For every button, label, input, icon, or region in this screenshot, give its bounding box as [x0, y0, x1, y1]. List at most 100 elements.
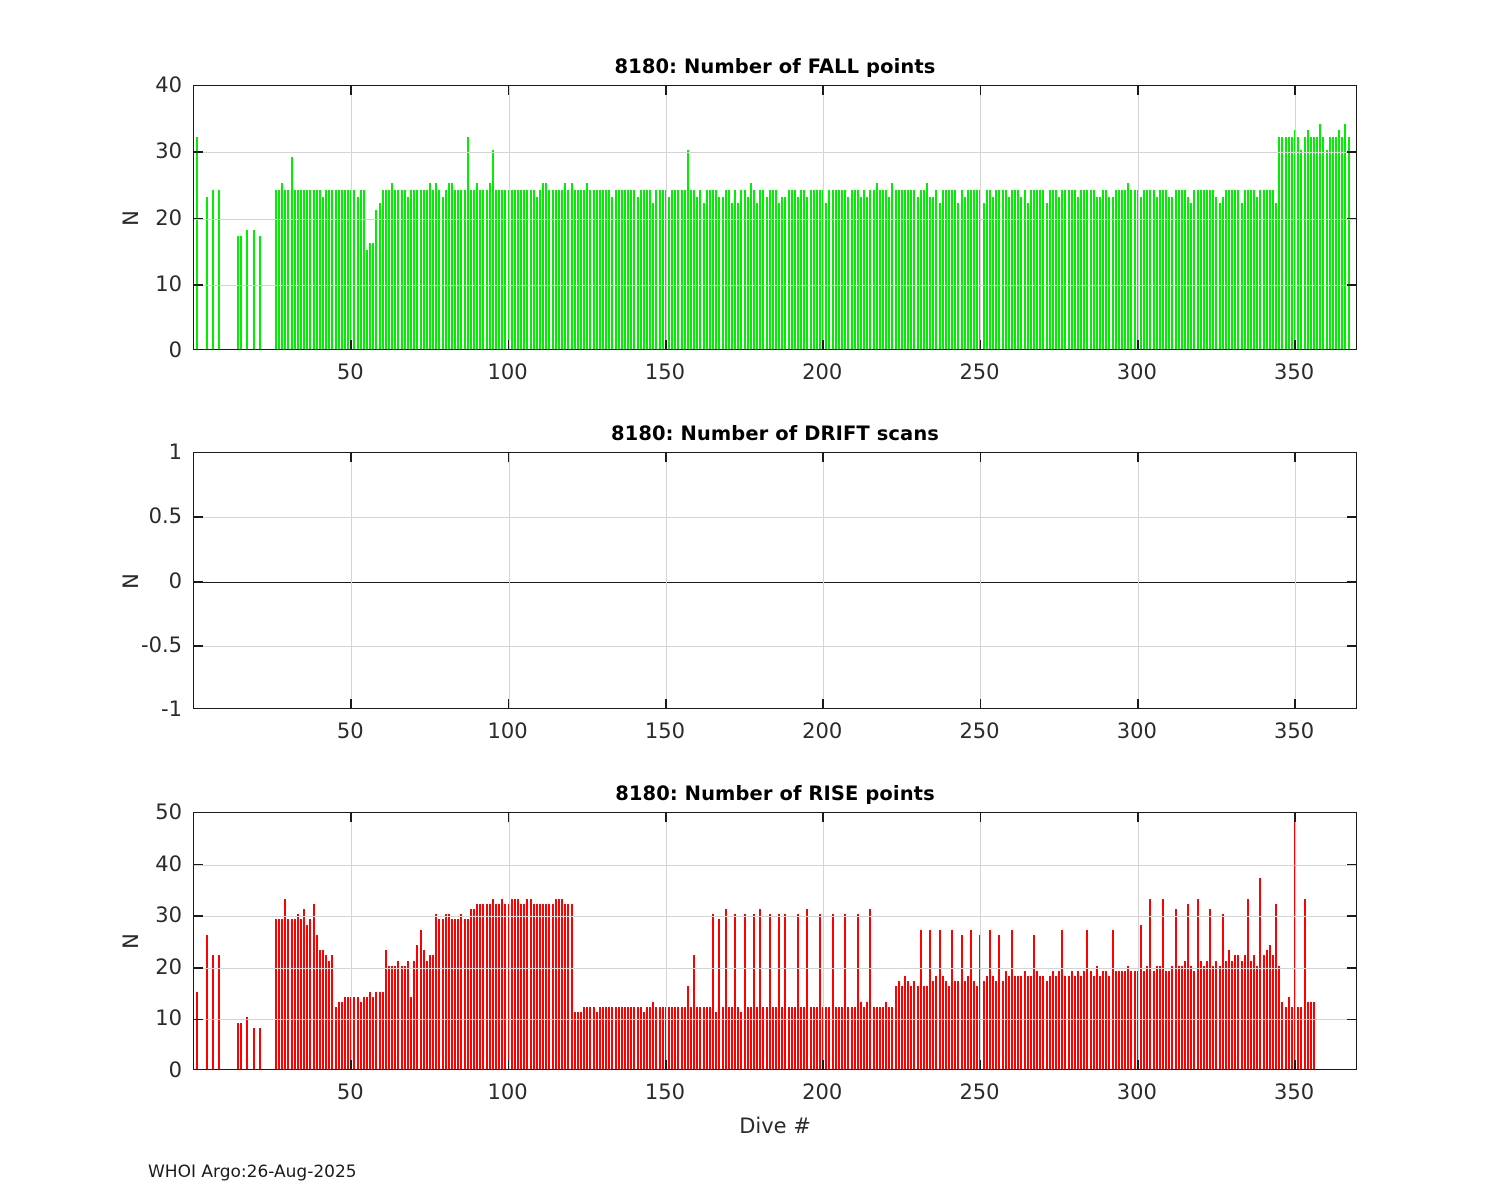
bar: [1073, 976, 1076, 1069]
bar: [686, 986, 689, 1069]
bar: [948, 190, 951, 349]
y-axis-tick: [1347, 580, 1356, 583]
x-axis-tick: [979, 86, 982, 95]
bar: [510, 190, 513, 349]
bar: [674, 190, 677, 349]
bar: [712, 914, 715, 1069]
bar: [394, 190, 397, 349]
bar: [586, 1007, 589, 1069]
bar: [935, 976, 938, 1069]
bar: [513, 898, 516, 1069]
y-axis-tick: [1347, 915, 1356, 917]
bar: [727, 1007, 730, 1069]
x-axis-tick: [979, 453, 982, 462]
panel-rise: 8180: Number of RISE points N Dive # 0 10…: [119, 782, 1357, 1138]
bar: [299, 190, 302, 349]
bar: [929, 196, 932, 349]
bar: [1007, 976, 1010, 1069]
bar: [570, 183, 573, 349]
bar: [397, 960, 400, 1069]
bar: [495, 903, 497, 1069]
bar: [598, 1007, 601, 1069]
x-axis-tick: [822, 340, 824, 349]
bar: [1221, 914, 1224, 1069]
bar: [630, 190, 633, 349]
bar: [284, 898, 287, 1069]
bar: [205, 934, 208, 1069]
bar: [334, 1007, 337, 1069]
bar: [589, 190, 592, 349]
bar: [1171, 965, 1174, 1069]
bar: [1029, 190, 1032, 349]
bar: [211, 955, 214, 1069]
bar: [831, 190, 834, 349]
gridline-vertical: [665, 453, 667, 708]
bar: [973, 981, 976, 1069]
x-axis-tick: [507, 699, 510, 708]
bar: [1007, 196, 1010, 349]
bar: [299, 919, 302, 1069]
bar: [605, 190, 608, 349]
bar: [479, 903, 482, 1069]
bar: [756, 203, 759, 349]
bar: [334, 190, 337, 349]
bar: [535, 903, 538, 1069]
bar: [812, 1007, 815, 1069]
gridline-vertical: [351, 813, 353, 1069]
bar: [1234, 955, 1237, 1069]
bar: [812, 190, 815, 349]
x-axis-tick: [1294, 340, 1296, 349]
bar: [938, 203, 941, 349]
bar: [740, 1012, 743, 1069]
bar: [1089, 190, 1092, 349]
bar: [844, 914, 847, 1069]
bar: [992, 196, 995, 349]
bar: [472, 909, 475, 1069]
bar: [926, 986, 928, 1069]
bar: [1202, 190, 1205, 349]
bar: [1020, 196, 1023, 349]
bar: [425, 960, 428, 1069]
y-axis-tick-label: -1: [161, 697, 182, 721]
bar: [686, 150, 689, 349]
bar: [416, 190, 419, 349]
bar: [432, 190, 435, 349]
bar: [649, 1007, 652, 1069]
bar: [1014, 976, 1017, 1069]
bar: [850, 1007, 853, 1069]
bar: [1209, 909, 1212, 1069]
bar: [287, 190, 290, 349]
bar: [381, 190, 384, 349]
bar: [561, 190, 564, 349]
gridline-vertical: [508, 453, 510, 708]
bar: [1183, 960, 1186, 1069]
bar: [362, 190, 365, 349]
bar: [1272, 955, 1275, 1069]
bar: [454, 190, 457, 349]
bar: [447, 914, 450, 1069]
bar: [869, 909, 872, 1069]
bar: [482, 190, 485, 349]
gridline-vertical: [351, 453, 353, 708]
panel-drift-y-axis-label: N: [119, 572, 144, 589]
bar: [1199, 960, 1202, 1069]
x-axis-tick: [822, 86, 824, 95]
bar: [797, 196, 800, 349]
y-axis-tick-label: 10: [155, 1006, 182, 1031]
x-axis-tick-label: 250: [959, 360, 1000, 384]
bar: [359, 1001, 362, 1069]
bar: [1218, 203, 1221, 349]
bar: [400, 190, 403, 349]
bar: [674, 1007, 677, 1069]
bar: [620, 1007, 623, 1069]
bar: [539, 903, 542, 1069]
bar: [1231, 960, 1234, 1069]
y-axis-tick: [1347, 151, 1356, 154]
bar: [837, 190, 840, 349]
bar: [554, 898, 557, 1069]
bar: [406, 196, 409, 349]
bar: [916, 196, 919, 349]
bar: [551, 190, 554, 349]
bar: [1102, 190, 1105, 349]
bar: [378, 203, 381, 349]
